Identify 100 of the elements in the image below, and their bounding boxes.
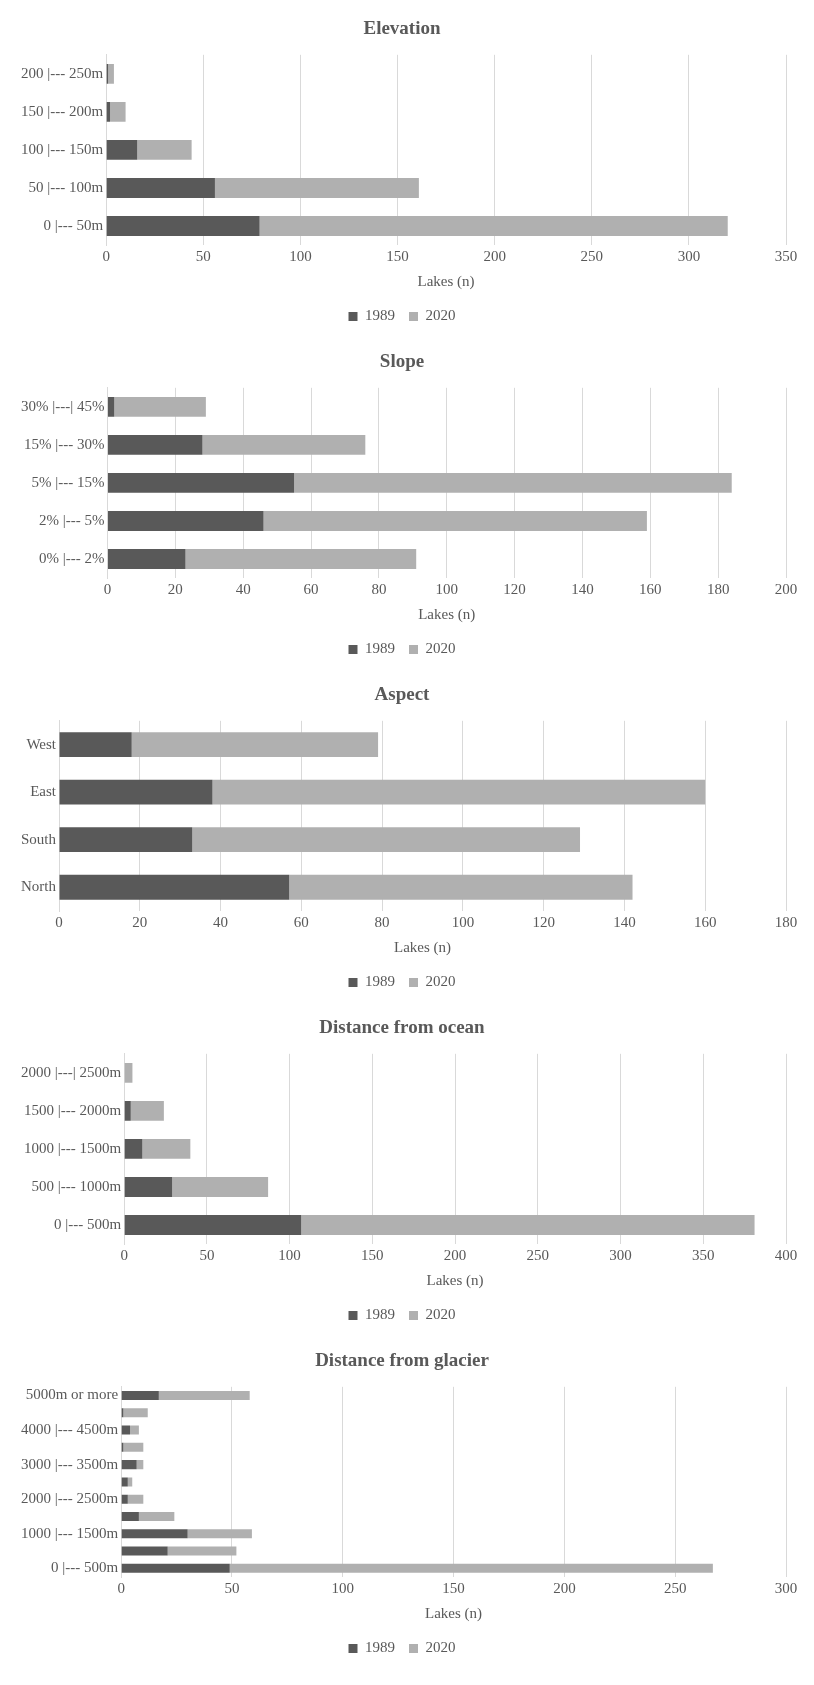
x-tick-label: 350 xyxy=(692,1246,715,1263)
x-tick-label: 150 xyxy=(386,247,409,264)
legend-label: 1989 xyxy=(365,973,395,990)
x-tick-label: 200 xyxy=(774,580,798,597)
y-tick-label: 1000 |--- 1500m xyxy=(24,1139,122,1156)
y-tick-label: 1000 |--- 1500m xyxy=(21,1524,119,1541)
bar xyxy=(212,779,706,805)
x-tick-label: 300 xyxy=(677,247,701,264)
y-tick-label: North xyxy=(21,878,57,895)
bar xyxy=(124,1062,133,1083)
bar xyxy=(263,511,647,531)
y-tick-label: 0 |--- 50m xyxy=(43,216,104,233)
chart-title: Elevation xyxy=(363,17,441,39)
x-tick-label: 80 xyxy=(374,913,390,930)
y-tick-label: 30% |---| 45% xyxy=(21,397,105,414)
bar xyxy=(301,1215,755,1235)
x-tick-label: 40 xyxy=(213,913,229,930)
bar xyxy=(121,1511,139,1521)
x-tick-label: 140 xyxy=(571,580,594,597)
y-tick-label: 500 |--- 1000m xyxy=(31,1177,122,1194)
bar xyxy=(202,434,366,455)
chart-title: Slope xyxy=(379,350,425,372)
legend-label: 2020 xyxy=(425,1306,456,1323)
x-tick-label: 200 xyxy=(483,247,506,264)
chart-title: Aspect xyxy=(374,683,431,705)
x-tick-label: 200 xyxy=(443,1246,467,1263)
bar xyxy=(59,827,193,853)
legend-label: 2020 xyxy=(425,1639,456,1656)
bar xyxy=(214,178,419,198)
x-tick-label: 50 xyxy=(224,1579,240,1596)
bar xyxy=(107,434,203,455)
y-tick-label: 2000 |---| 2500m xyxy=(20,1063,122,1080)
bar xyxy=(108,63,114,84)
bar xyxy=(158,1390,250,1400)
bar xyxy=(107,472,295,493)
bar xyxy=(187,1529,252,1539)
legend-label: 1989 xyxy=(365,307,395,324)
x-tick-label: 0 xyxy=(120,1246,128,1263)
bar xyxy=(107,549,186,569)
x-tick-label: 80 xyxy=(371,580,387,597)
x-tick-label: 120 xyxy=(503,580,526,597)
y-tick-label: 3000 |--- 3500m xyxy=(21,1455,119,1472)
bar xyxy=(106,216,260,236)
y-tick-label: 150 |--- 200m xyxy=(21,102,104,119)
x-tick-label: 0 xyxy=(102,247,110,264)
bar xyxy=(121,1425,131,1435)
y-tick-label: 100 |--- 150m xyxy=(21,140,104,157)
x-tick-label: 350 xyxy=(774,247,798,264)
y-tick-label: 15% |--- 30% xyxy=(24,435,105,452)
legend-label: 2020 xyxy=(425,973,456,990)
bar xyxy=(121,1390,159,1400)
x-tick-label: 20 xyxy=(132,913,148,930)
bar xyxy=(121,1529,188,1539)
x-tick-label: 300 xyxy=(774,1579,798,1596)
x-axis-title: Lakes (n) xyxy=(393,938,452,956)
bar xyxy=(142,1138,191,1159)
bar xyxy=(106,139,138,160)
y-tick-label: 5000m or more xyxy=(25,1386,119,1403)
bar xyxy=(107,396,115,417)
x-tick-label: 250 xyxy=(580,247,604,264)
bar xyxy=(167,1546,237,1556)
bar xyxy=(131,732,379,757)
chart-title: Distance from glacier xyxy=(315,1349,490,1371)
bar xyxy=(127,1494,144,1504)
x-tick-label: 150 xyxy=(442,1579,465,1596)
x-tick-label: 60 xyxy=(293,913,309,930)
legend-label: 2020 xyxy=(425,307,456,324)
y-tick-label: East xyxy=(30,783,57,800)
x-axis-title: Lakes (n) xyxy=(418,605,476,623)
bar xyxy=(124,1177,173,1197)
legend-label: 2020 xyxy=(425,640,456,657)
x-tick-label: 180 xyxy=(774,913,798,930)
bar xyxy=(121,1460,137,1470)
chart-title: Distance from ocean xyxy=(319,1016,486,1038)
bar xyxy=(123,1442,144,1452)
y-tick-label: South xyxy=(20,830,57,847)
x-tick-label: 180 xyxy=(706,580,730,597)
y-tick-label: 4000 |--- 4500m xyxy=(21,1420,119,1437)
x-tick-label: 50 xyxy=(195,247,211,264)
bar xyxy=(59,779,213,805)
legend-label: 1989 xyxy=(365,640,395,657)
x-tick-label: 150 xyxy=(361,1246,384,1263)
y-tick-label: 2% |--- 5% xyxy=(39,511,105,528)
x-tick-label: 0 xyxy=(103,580,112,597)
x-tick-label: 100 xyxy=(278,1246,301,1263)
x-tick-label: 60 xyxy=(303,580,319,597)
bar xyxy=(106,101,111,122)
bar xyxy=(121,1477,128,1487)
bar xyxy=(121,1546,168,1556)
x-tick-label: 100 xyxy=(451,913,475,930)
x-tick-label: 200 xyxy=(553,1579,576,1596)
y-tick-label: 2000 |--- 2500m xyxy=(21,1490,119,1507)
y-tick-label: 0 |--- 500m xyxy=(54,1215,122,1232)
bar xyxy=(137,139,192,160)
y-tick-label: 200 |--- 250m xyxy=(21,64,104,81)
x-tick-label: 250 xyxy=(663,1579,687,1596)
x-tick-label: 160 xyxy=(693,913,717,930)
bar xyxy=(136,1460,144,1470)
bar xyxy=(114,396,206,417)
bar xyxy=(110,101,126,122)
